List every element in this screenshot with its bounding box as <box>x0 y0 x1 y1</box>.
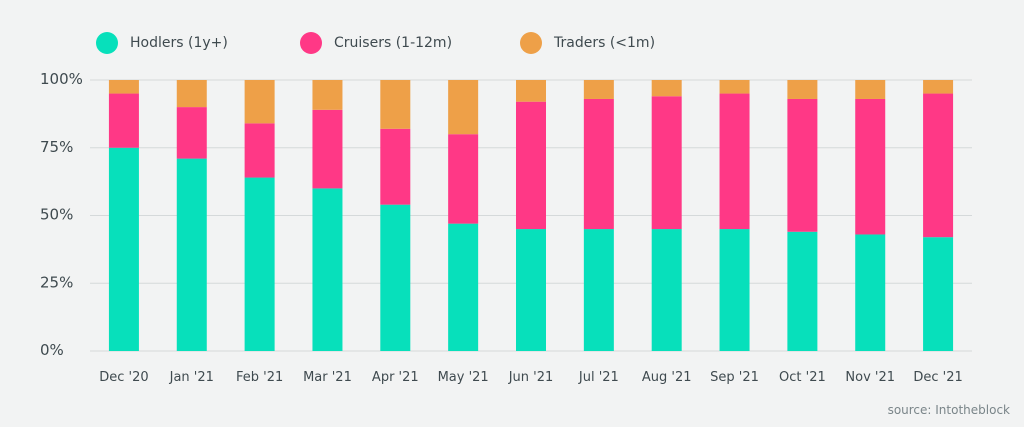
bar-segment <box>583 98 614 230</box>
bar-segment <box>787 98 818 232</box>
bar-segment <box>312 188 343 351</box>
legend-item-cruisers: Cruisers (1-12m) <box>300 32 452 54</box>
bar-segment <box>448 134 479 224</box>
bar-segment <box>719 93 750 230</box>
bar-segment <box>855 98 886 235</box>
legend-item-hodlers: Hodlers (1y+) <box>96 32 228 54</box>
bar-segment <box>787 80 818 99</box>
bar-segment <box>923 237 954 351</box>
bar-segment <box>108 93 139 148</box>
bar-segment <box>176 158 207 351</box>
x-tick-label: Feb '21 <box>236 370 283 385</box>
bar-segment <box>312 109 343 189</box>
bar-segment <box>855 234 886 351</box>
legend-item-traders: Traders (<1m) <box>520 32 655 54</box>
bar-segment <box>719 80 750 94</box>
bar-segment <box>516 101 546 230</box>
bar-segment <box>855 80 886 99</box>
legend-swatch <box>520 32 542 54</box>
x-tick-label: Nov '21 <box>845 370 895 385</box>
bar-segment <box>108 147 139 351</box>
bar-segment <box>516 229 546 351</box>
x-tick-label: Jan '21 <box>169 370 214 385</box>
legend-label: Hodlers (1y+) <box>130 35 228 51</box>
x-tick-label: Dec '21 <box>913 370 962 385</box>
bar-segment <box>583 80 614 99</box>
y-tick-label: 0% <box>40 341 64 359</box>
bar-segment <box>651 80 682 97</box>
bar-segment <box>244 80 275 124</box>
bar-segment <box>380 204 411 351</box>
bar-segment <box>176 80 207 108</box>
x-tick-label: Aug '21 <box>642 370 692 385</box>
bar-segment <box>176 107 207 159</box>
bar-segment <box>380 128 411 205</box>
bar-segment <box>923 93 954 238</box>
bar-segment <box>787 231 818 351</box>
bar-segment <box>244 177 275 351</box>
bar-segment <box>651 96 682 230</box>
legend-label: Cruisers (1-12m) <box>334 35 453 51</box>
bar-segment <box>108 80 139 94</box>
x-tick-label: May '21 <box>438 370 489 385</box>
x-tick-label: Sep '21 <box>710 370 759 385</box>
y-tick-label: 50% <box>40 206 73 224</box>
x-tick-label: Apr '21 <box>372 370 419 385</box>
x-tick-label: Mar '21 <box>303 370 352 385</box>
x-tick-label: Jun '21 <box>508 370 554 385</box>
legend-label: Traders (<1m) <box>554 35 656 51</box>
bar-segment <box>719 229 750 351</box>
legend-swatch <box>96 32 118 54</box>
bar-segment <box>312 80 343 110</box>
bar-segment <box>923 80 954 94</box>
x-tick-label: Dec '20 <box>99 370 148 385</box>
x-tick-label: Jul '21 <box>578 370 619 385</box>
bar-segment <box>244 123 275 178</box>
y-tick-label: 100% <box>40 70 83 88</box>
bar-segment <box>448 223 479 351</box>
bar-segment <box>516 80 546 102</box>
y-tick-label: 25% <box>40 273 73 291</box>
y-tick-label: 75% <box>40 138 73 156</box>
bar-segment <box>448 80 479 135</box>
bar-segment <box>380 80 411 129</box>
bar-segment <box>583 229 614 351</box>
legend-swatch <box>300 32 322 54</box>
bar-segment <box>651 229 682 351</box>
source-note: source: Intotheblock <box>887 403 1010 417</box>
x-tick-label: Oct '21 <box>779 370 826 385</box>
